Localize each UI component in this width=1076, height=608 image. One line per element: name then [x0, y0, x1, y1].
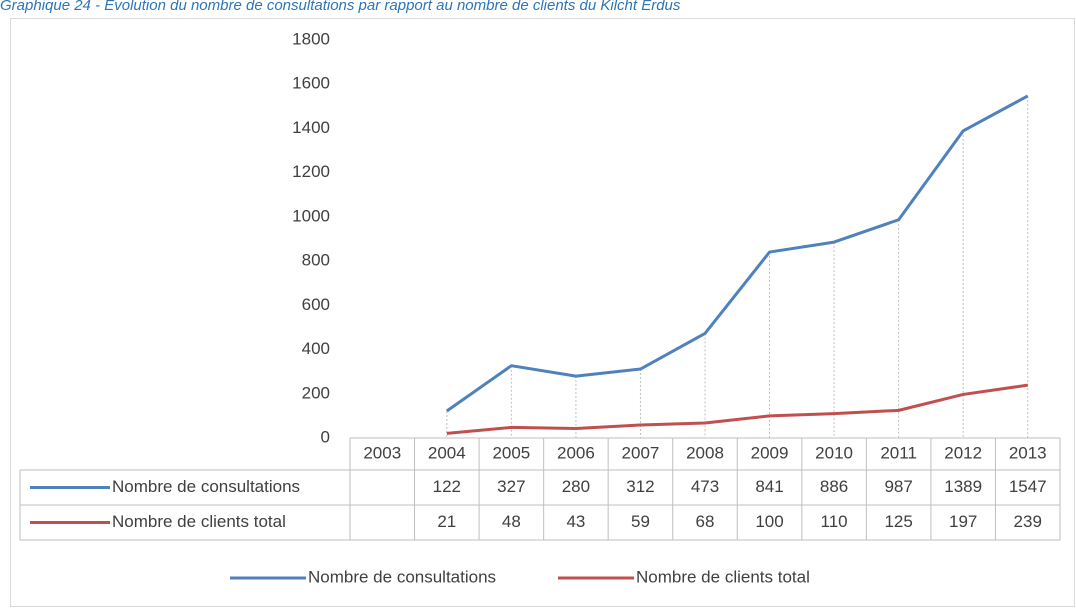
legend-label: Nombre de consultations	[308, 567, 496, 586]
table-value: 125	[884, 512, 912, 531]
table-value: 239	[1014, 512, 1042, 531]
series-line	[446, 383, 1028, 435]
x-tick-label: 2005	[492, 443, 530, 462]
table-value: 987	[884, 477, 912, 496]
series-line	[445, 94, 1029, 413]
y-tick-label: 1400	[292, 118, 330, 137]
table-value: 110	[821, 512, 848, 531]
y-tick-label: 1800	[292, 29, 330, 48]
table-series-name: Nombre de consultations	[112, 477, 300, 496]
table-value: 43	[566, 512, 585, 531]
table-value: 68	[696, 512, 715, 531]
table-value: 312	[626, 477, 654, 496]
legend-label: Nombre de clients total	[636, 567, 810, 586]
table-value: 48	[502, 512, 521, 531]
x-tick-label: 2009	[751, 443, 789, 462]
table-value: 1389	[944, 477, 982, 496]
table-value: 886	[820, 477, 848, 496]
x-tick-label: 2004	[428, 443, 466, 462]
y-tick-label: 1000	[292, 206, 330, 225]
table-value: 21	[437, 512, 456, 531]
table-value: 841	[755, 477, 783, 496]
table-value: 197	[949, 512, 977, 531]
table-value: 100	[755, 512, 783, 531]
x-tick-label: 2010	[815, 443, 853, 462]
y-tick-label: 200	[302, 383, 330, 402]
x-tick-label: 2011	[880, 443, 917, 462]
chart-title: Graphique 24 - Evolution du nombre de co…	[0, 0, 681, 14]
x-tick-label: 2006	[557, 443, 595, 462]
table-value: 327	[497, 477, 525, 496]
x-tick-label: 2013	[1009, 443, 1047, 462]
y-tick-label: 1200	[292, 162, 330, 181]
table-value: 59	[631, 512, 650, 531]
y-tick-label: 1600	[292, 74, 330, 93]
x-tick-label: 2007	[622, 443, 660, 462]
table-series-name: Nombre de clients total	[112, 512, 286, 531]
x-tick-label: 2003	[363, 443, 401, 462]
table-value: 1547	[1009, 477, 1047, 496]
y-tick-label: 800	[302, 251, 330, 270]
y-tick-label: 0	[321, 427, 330, 446]
x-tick-label: 2012	[944, 443, 982, 462]
table-value: 473	[691, 477, 719, 496]
y-tick-label: 600	[302, 295, 330, 314]
chart-frame	[10, 18, 1075, 607]
table-value: 280	[562, 477, 590, 496]
table-value: 122	[433, 477, 461, 496]
y-tick-label: 400	[302, 339, 330, 358]
x-tick-label: 2008	[686, 443, 724, 462]
